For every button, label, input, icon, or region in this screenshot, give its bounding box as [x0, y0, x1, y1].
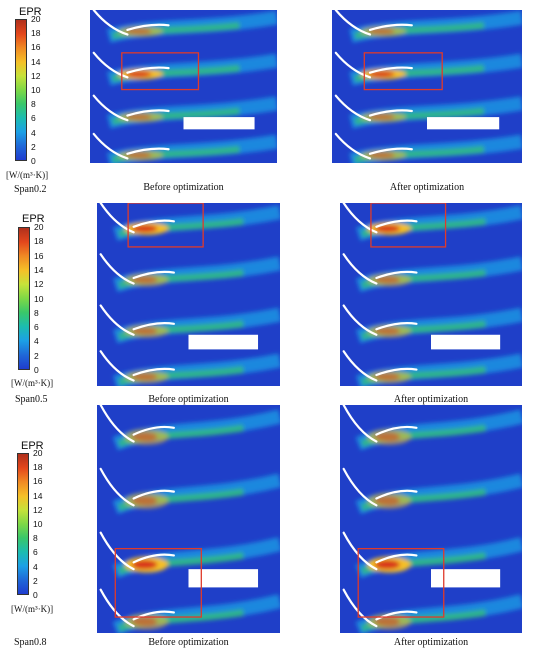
colorbar-tick-label: 4 — [31, 127, 36, 138]
colorbar-tick-label: 0 — [31, 156, 36, 166]
epr-contour-after-span02 — [332, 10, 522, 163]
colorbar-tick-label: 2 — [33, 575, 38, 586]
colorbar-tick-label: 0 — [34, 365, 39, 375]
colorbar-tick-label: 6 — [31, 113, 36, 124]
span-label: Span0.5 — [15, 394, 48, 405]
colorbar-title: EPR — [19, 6, 42, 18]
colorbar-tick-label: 14 — [31, 56, 41, 67]
epr-contour-before-span02 — [90, 10, 277, 163]
colorbar-tick-label: 8 — [33, 533, 38, 544]
colorbar-unit: [W/(m³·K)] — [11, 378, 54, 388]
colorbar-gradient — [18, 227, 30, 370]
colorbar-tick-label: 8 — [34, 307, 39, 318]
colorbar-tick-label: 12 — [33, 504, 43, 515]
colorbar-tick-label: 18 — [33, 462, 43, 473]
colorbar-unit: [W/(m³·K)] — [11, 604, 54, 614]
colorbar-tick-label: 4 — [33, 561, 38, 572]
colorbar-tick-label: 12 — [31, 70, 41, 81]
colorbar-tick-label: 14 — [33, 490, 43, 501]
colorbar-tick-label: 18 — [34, 236, 44, 247]
colorbar-tick-label: 10 — [31, 85, 41, 95]
caption-after: After optimization — [389, 182, 465, 193]
caption-after: After optimization — [393, 394, 469, 405]
colorbar-title: EPR — [21, 440, 44, 452]
colorbar-tick-label: 18 — [31, 28, 41, 39]
colorbar-tick-label: 2 — [34, 350, 39, 361]
colorbar-tick-label: 16 — [33, 476, 43, 487]
colorbar-tick-label: 6 — [34, 322, 39, 333]
colorbar-tick-label: 16 — [31, 42, 41, 53]
caption-before: Before optimization — [148, 637, 229, 648]
colorbar-tick-label: 20 — [34, 222, 44, 232]
colorbar-tick-label: 6 — [33, 547, 38, 558]
colorbar-tick-label: 14 — [34, 264, 44, 275]
colorbar-tick-label: 0 — [33, 590, 38, 600]
epr-contour-after-span05 — [340, 203, 522, 386]
colorbar-gradient — [17, 453, 29, 595]
epr-contour-before-span05 — [97, 203, 280, 386]
colorbar-tick-label: 16 — [34, 250, 44, 261]
epr-contour-before-span08 — [97, 405, 280, 633]
epr-contour-after-span08 — [340, 405, 522, 633]
colorbar-tick-label: 2 — [31, 141, 36, 152]
caption-before: Before optimization — [148, 394, 229, 405]
caption-before: Before optimization — [143, 182, 224, 193]
span-label: Span0.2 — [14, 184, 47, 195]
colorbar-unit: [W/(m³·K)] — [6, 170, 49, 180]
colorbar-tick-label: 20 — [33, 448, 43, 458]
colorbar-tick-label: 10 — [34, 293, 44, 304]
colorbar-title: EPR — [22, 213, 45, 225]
colorbar-tick-label: 12 — [34, 279, 44, 290]
colorbar-tick-label: 20 — [31, 14, 41, 24]
colorbar-gradient — [15, 19, 27, 161]
colorbar-tick-label: 10 — [33, 519, 43, 529]
caption-after: After optimization — [393, 637, 469, 648]
colorbar-tick-label: 4 — [34, 336, 39, 347]
colorbar-tick-label: 8 — [31, 99, 36, 110]
span-label: Span0.8 — [14, 637, 47, 648]
